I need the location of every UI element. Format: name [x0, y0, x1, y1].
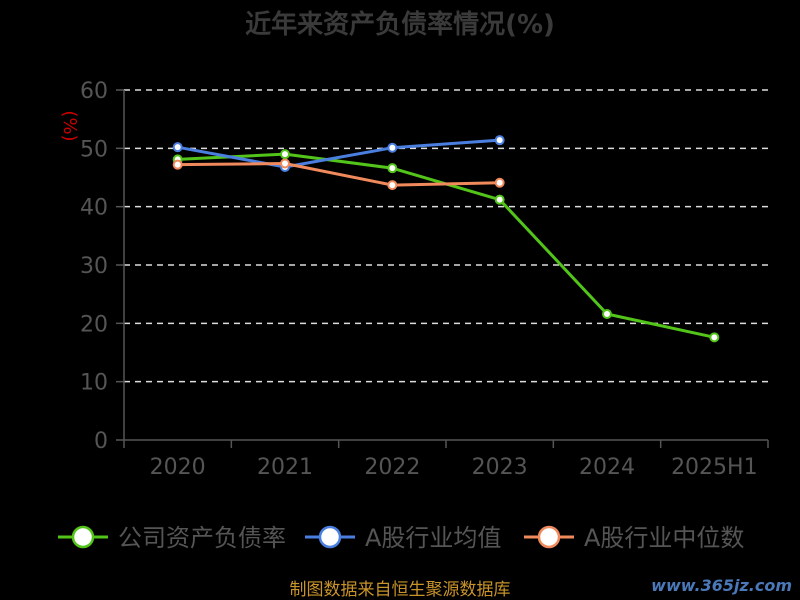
y-tick-label: 10: [80, 371, 108, 396]
x-tick-label: 2025H1: [671, 455, 758, 480]
legend: 公司资产负债率 A股行业均值 A股行业中位数: [58, 524, 744, 552]
legend-marker: [537, 525, 561, 549]
series-line-1: [177, 138, 500, 169]
x-tick-label: 2022: [364, 455, 420, 480]
y-tick-label: 30: [80, 254, 108, 279]
series-group: [172, 135, 720, 343]
data-point: [387, 163, 398, 174]
y-tick-label: 20: [80, 312, 108, 337]
y-tick-label: 50: [80, 137, 108, 162]
x-tick-label: 2023: [472, 455, 528, 480]
data-point: [494, 194, 505, 205]
source-note: 制图数据来自恒生聚源数据库: [290, 580, 511, 600]
watermark-text: www.365jz.com: [651, 576, 792, 595]
y-tick-label: 0: [94, 429, 108, 454]
data-point: [387, 180, 398, 191]
series-line-2: [177, 162, 500, 187]
y-tick-label: 60: [80, 79, 108, 104]
y-axis-unit: (%): [59, 110, 80, 141]
data-point: [280, 158, 290, 169]
data-point: [494, 177, 505, 188]
gridlines: [116, 89, 768, 441]
data-point: [172, 159, 183, 170]
x-tick-label: 2020: [150, 455, 206, 480]
x-tick-label: 2024: [579, 455, 635, 480]
data-point: [172, 142, 183, 153]
y-tick-labels: 0 10 20 30 40 50 60: [80, 79, 108, 454]
series-line-0: [177, 152, 715, 339]
x-tick-label: 2021: [257, 455, 313, 480]
data-point: [709, 332, 720, 343]
data-point: [494, 135, 505, 146]
legend-marker: [318, 525, 342, 549]
data-point: [387, 142, 398, 153]
x-tick-labels: 2020 2021 2022 2023 2024 2025H1: [150, 455, 758, 480]
legend-label: A股行业均值: [365, 524, 501, 552]
chart-title: 近年来资产负债率情况(%): [245, 9, 555, 40]
y-tick-label: 40: [80, 196, 108, 221]
legend-label: 公司资产负债率: [118, 524, 286, 552]
legend-marker: [71, 525, 95, 549]
legend-label: A股行业中位数: [584, 524, 744, 552]
data-point: [280, 149, 290, 160]
data-point: [602, 309, 612, 319]
axes: [123, 90, 769, 448]
